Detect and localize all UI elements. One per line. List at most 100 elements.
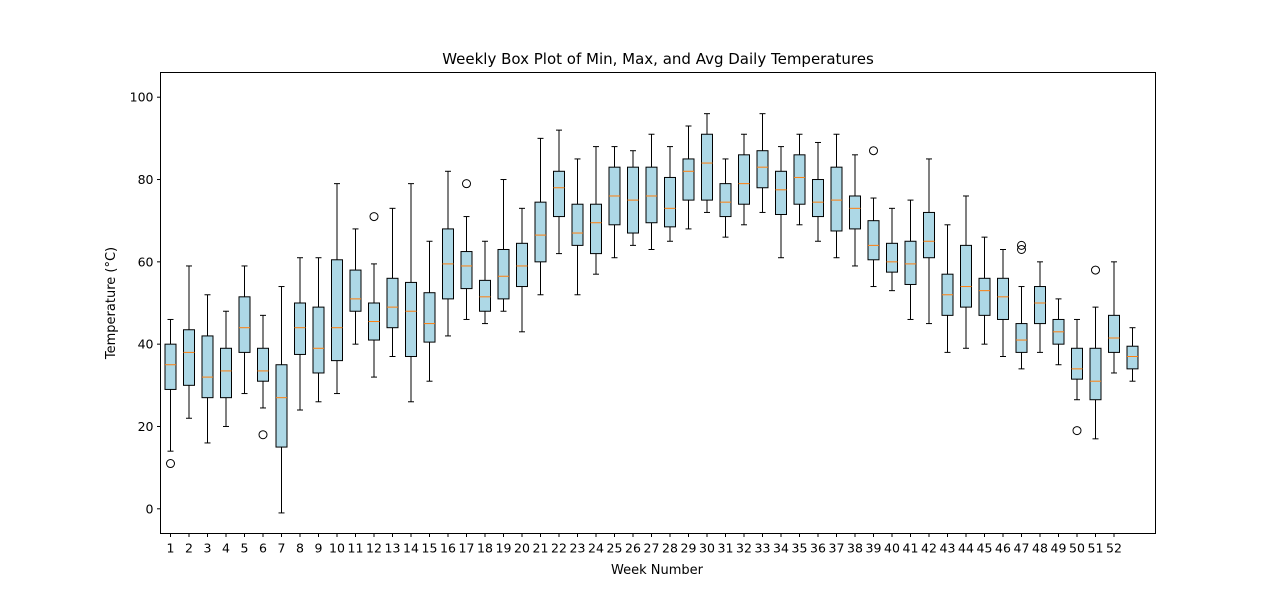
x-tick-label: 37 (829, 541, 845, 556)
x-tick-label: 17 (459, 541, 475, 556)
box-week-19 (497, 179, 510, 312)
y-tick-label: 80 (138, 172, 154, 187)
x-tick-label: 27 (644, 541, 660, 556)
x-tick-label: 52 (1106, 541, 1122, 556)
x-tick-label: 44 (958, 541, 974, 556)
x-tick-label: 8 (296, 541, 304, 556)
x-tick-label: 41 (903, 541, 919, 556)
x-axis-label: Week Number (611, 563, 704, 578)
x-tick-label: 6 (259, 541, 267, 556)
iqr-box (1015, 323, 1028, 353)
box-week-18 (479, 240, 491, 325)
x-tick-label: 18 (477, 541, 493, 556)
iqr-box (960, 244, 972, 308)
box-week-20 (516, 207, 528, 333)
outlier-point (166, 459, 175, 469)
iqr-box (349, 269, 362, 312)
x-tick-label: 16 (440, 541, 456, 556)
box-week-44 (960, 195, 972, 349)
box-week-38 (849, 154, 861, 267)
iqr-box (571, 203, 584, 246)
iqr-box (978, 277, 991, 316)
box-week-23 (571, 158, 584, 296)
outlier-point (1017, 240, 1026, 250)
x-tick-label: 45 (977, 541, 993, 556)
box-week-27 (645, 133, 658, 250)
x-tick-label: 21 (533, 541, 549, 556)
iqr-box (386, 277, 399, 329)
plot-marks (164, 113, 1139, 514)
iqr-box (405, 281, 417, 358)
iqr-box (645, 166, 658, 224)
iqr-box (719, 183, 732, 218)
x-tick-label: 46 (995, 541, 1011, 556)
y-tick-label: 20 (138, 419, 154, 434)
box-week-42 (923, 158, 935, 325)
x-tick-label: 48 (1032, 541, 1048, 556)
box-week-40 (886, 207, 898, 292)
iqr-box (479, 279, 491, 312)
box-week-25 (608, 146, 621, 259)
outlier-point (258, 430, 268, 440)
iqr-box (497, 248, 510, 300)
iqr-box (312, 306, 325, 374)
box-week-28 (664, 146, 676, 242)
x-tick-label: 35 (792, 541, 808, 556)
iqr-box (220, 347, 232, 399)
iqr-box (867, 220, 880, 261)
iqr-box (1034, 286, 1046, 325)
box-week-47 (1015, 240, 1028, 370)
y-axis-label: Temperature (°C) (104, 247, 119, 360)
outlier-point (462, 179, 471, 189)
iqr-box (682, 158, 695, 201)
x-tick-label: 32 (736, 541, 752, 556)
x-tick-label: 12 (366, 541, 382, 556)
x-tick-label: 33 (755, 541, 771, 556)
box-week-10 (331, 183, 343, 395)
x-tick-label: 28 (662, 541, 678, 556)
box-week-29 (682, 125, 695, 230)
box-week-31 (719, 158, 732, 238)
x-tick-label: 1 (167, 541, 175, 556)
iqr-box (812, 179, 824, 218)
outlier-point (1072, 426, 1082, 436)
box-week-24 (590, 146, 602, 275)
x-tick-label: 49 (1051, 541, 1067, 556)
iqr-box (793, 154, 806, 205)
outlier-point (869, 146, 878, 156)
box-week-7 (275, 286, 288, 514)
iqr-box (201, 335, 214, 399)
box-week-39 (867, 146, 880, 288)
box-week-21 (534, 137, 547, 296)
x-tick-label: 34 (773, 541, 789, 556)
box-week-2 (183, 265, 195, 419)
iqr-box (886, 242, 898, 273)
y-axis: 0 20 40 60 80 100 (130, 90, 161, 516)
iqr-box (423, 292, 436, 343)
iqr-box (331, 259, 343, 362)
box-week-51 (1089, 265, 1102, 440)
x-tick-label: 30 (699, 541, 715, 556)
iqr-box (1108, 314, 1120, 353)
x-tick-label: 42 (921, 541, 937, 556)
iqr-box (738, 154, 750, 205)
iqr-box (590, 203, 602, 255)
box-week-1 (164, 318, 177, 469)
x-tick-label: 14 (403, 541, 419, 556)
iqr-box (460, 251, 473, 290)
x-tick-label: 13 (385, 541, 401, 556)
outlier-point (369, 212, 379, 222)
x-tick-label: 36 (810, 541, 826, 556)
x-tick-label: 2 (185, 541, 193, 556)
x-tick-label: 38 (847, 541, 863, 556)
box-week-14 (405, 183, 417, 403)
iqr-box (238, 296, 251, 353)
box-week-11 (349, 228, 362, 345)
box-week-37 (830, 133, 843, 259)
box-week-50 (1071, 318, 1083, 436)
box-week-35 (793, 133, 806, 226)
iqr-box (849, 195, 861, 230)
iqr-box (275, 364, 288, 448)
x-tick-label: 51 (1088, 541, 1104, 556)
